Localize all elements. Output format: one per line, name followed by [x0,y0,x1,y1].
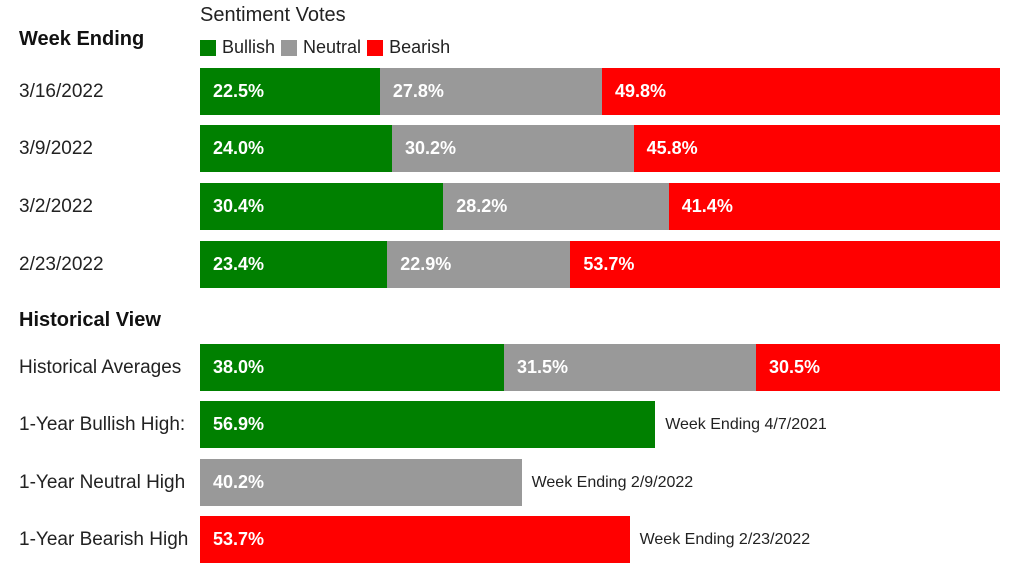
bar-segment-bullish: 56.9% [200,401,656,448]
historical-label: 1-Year Bearish High [19,529,189,550]
bar-segment-bullish: 22.5% [200,68,380,115]
legend-swatch-neutral [281,39,298,56]
data-label: 30.2% [405,138,457,158]
data-label: 38.0% [213,357,265,377]
data-label: 49.8% [614,81,667,101]
weekly-bar-row: 30.4% 28.2% 41.4% [200,183,1000,230]
historical-bar-row: 56.9% [200,401,1000,448]
bar-segment-bullish: 38.0% [200,344,504,391]
bar-segment-neutral: 27.8% [379,68,602,115]
week-label: 3/9/2022 [19,138,93,159]
data-label: 24.0% [213,138,265,158]
historical-heading: Historical View [19,309,161,331]
historical-label: Historical Averages [19,357,182,378]
bar-segment-bearish: 45.8% [633,125,1000,172]
data-label: 56.9% [213,414,265,434]
weekly-bar-row: 23.4% 22.9% 53.7% [200,241,1000,288]
data-label: 22.9% [400,254,452,274]
historical-bar-row: 40.2% [200,459,1000,506]
weekly-heading: Week Ending [19,28,145,50]
week-label: 3/2/2022 [19,196,93,217]
week-ending-note: Week Ending 2/9/2022 [531,474,694,491]
bar-segment-neutral: 28.2% [443,183,669,230]
data-label: 27.8% [392,81,444,101]
data-label: 45.8% [646,138,698,158]
data-label: 40.2% [213,472,265,492]
legend-label-bearish: Bearish [389,37,451,57]
bar-segment-bullish: 23.4% [200,241,388,288]
data-label: 31.5% [517,357,569,377]
data-label: 30.5% [769,357,821,377]
bar-segment-neutral: 31.5% [504,344,756,391]
bar-segment-neutral: 22.9% [387,241,571,288]
data-label: 53.7% [213,529,265,549]
weekly-bar-row: 22.5% 27.8% 49.8% [200,68,1000,115]
bar-segment-bearish: 49.8% [601,68,1000,115]
week-ending-note: Week Ending 2/23/2022 [639,531,811,548]
data-label: 53.7% [583,254,635,274]
legend-swatch-bullish [200,39,216,56]
legend-item-bullish: Bullish [200,37,275,58]
bar-segment-bullish: 30.4% [200,183,444,230]
historical-label: 1-Year Bullish High: [19,414,186,435]
data-label: 23.4% [213,254,265,274]
bar-segment-bearish: 53.7% [570,241,1000,288]
data-label: 22.5% [213,81,265,101]
bar-segment-bearish: 53.7% [200,516,630,563]
data-label: 28.2% [456,196,508,216]
legend-item-neutral: Neutral [281,37,361,58]
weekly-bar-row: 24.0% 30.2% 45.8% [200,125,1000,172]
bar-segment-bearish: 30.5% [756,344,1000,391]
legend-label-bullish: Bullish [222,37,276,57]
bar-segment-bullish: 24.0% [200,125,392,172]
chart-title: Sentiment Votes [200,4,346,26]
historical-bar-row: 38.0% 31.5% 30.5% [200,344,1000,391]
week-ending-note: Week Ending 4/7/2021 [665,416,827,433]
historical-bar-row: 53.7% [200,516,1000,563]
week-label: 2/23/2022 [19,254,104,275]
week-label: 3/16/2022 [19,81,104,102]
bar-segment-neutral: 40.2% [200,459,522,506]
legend: Bullish Neutral Bearish [200,37,456,58]
legend-item-bearish: Bearish [367,37,450,58]
data-label: 41.4% [681,196,733,216]
legend-swatch-bearish [367,39,384,56]
historical-label: 1-Year Neutral High [19,472,186,493]
legend-label-neutral: Neutral [303,37,362,57]
data-label: 30.4% [213,196,265,216]
bar-segment-bearish: 41.4% [668,183,1000,230]
bar-segment-neutral: 30.2% [392,125,634,172]
